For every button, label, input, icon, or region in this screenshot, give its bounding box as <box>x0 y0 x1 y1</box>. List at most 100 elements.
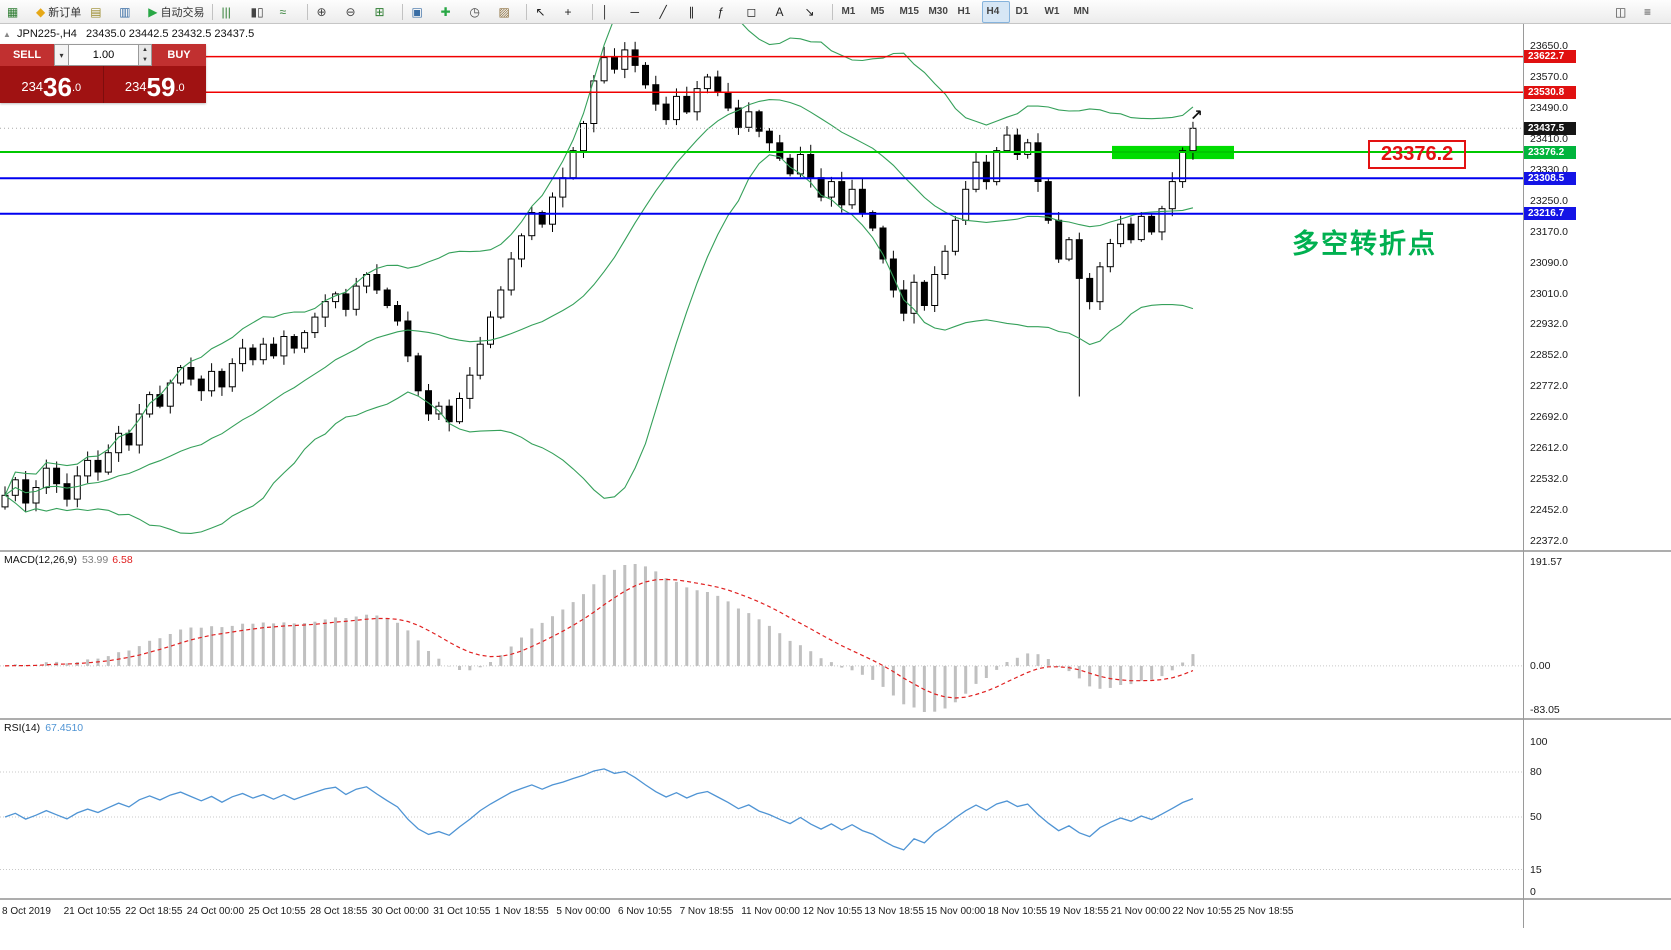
sell-button[interactable]: SELL <box>0 44 54 66</box>
crosshair-tool-icon: + <box>564 4 572 19</box>
buy-button[interactable]: BUY <box>152 44 206 66</box>
market-watch[interactable]: ▥ <box>115 1 143 23</box>
tf-h4[interactable]: H4 <box>982 0 1011 23</box>
price-axis[interactable]: 23650.0 23570.0 23490.0 23410.0 23330.0 23250… <box>1524 24 1671 928</box>
macd-axis-label: 0.00 <box>1530 659 1551 672</box>
rsi-axis-label: 80 <box>1530 766 1542 778</box>
price-axis-label: 23650.0 <box>1530 40 1568 52</box>
price-annotation-box[interactable]: 23376.2 <box>1368 140 1467 169</box>
panel-separator[interactable] <box>0 550 1671 552</box>
tile-windows[interactable]: ⊞ <box>370 1 398 23</box>
new-chart[interactable]: ▦ <box>3 1 31 23</box>
chart-profiles[interactable]: ▤ <box>86 1 114 23</box>
vertical-line-tool[interactable]: │ <box>597 1 625 23</box>
indicators-list[interactable]: ✚ <box>436 1 464 23</box>
channel-tool[interactable]: ∥ <box>684 1 712 23</box>
date-axis[interactable]: 8 Oct 2019 21 Oct 10:55 22 Oct 18:55 24 Oct… <box>0 900 1523 928</box>
tf-h1-label: H1 <box>957 6 971 17</box>
toolbar-options-icon: ≡ <box>1644 4 1652 19</box>
crosshair-tool[interactable]: + <box>560 1 588 23</box>
trendline-tool[interactable]: ╱ <box>655 1 683 23</box>
symbol-name: JPN225-,H4 <box>16 28 77 40</box>
order-options-dropdown[interactable]: ▾ <box>54 44 69 66</box>
indicators-list-icon: ✚ <box>440 4 451 19</box>
docking-toggle[interactable]: ◫ <box>1611 1 1639 23</box>
horizontal-line-tool[interactable]: ─ <box>626 1 654 23</box>
price-marker-23437.5: 23437.5 <box>1524 121 1576 135</box>
rsi-axis-label: 100 <box>1530 736 1548 748</box>
date-axis-label: 25 Oct 10:55 <box>248 906 306 917</box>
spin-down-icon[interactable]: ▼ <box>142 57 148 63</box>
tf-w1[interactable]: W1 <box>1040 1 1068 23</box>
cascade-windows[interactable]: ▣ <box>407 1 435 23</box>
tile-windows-icon: ⊞ <box>374 4 385 19</box>
bars-mode[interactable]: ||| <box>217 1 245 23</box>
price-axis-label: 23010.0 <box>1530 287 1568 300</box>
price-axis-label: 22532.0 <box>1530 473 1568 486</box>
price-axis-label: 23090.0 <box>1530 256 1568 269</box>
rsi-axis-label: 50 <box>1530 811 1542 823</box>
tf-m30[interactable]: M30 <box>924 1 952 23</box>
line-mode-icon: ≈ <box>279 4 287 19</box>
volume-input[interactable]: 1.00 <box>69 44 139 66</box>
templates[interactable]: ▨ <box>494 1 522 23</box>
periods-list[interactable]: ◷ <box>465 1 493 23</box>
panel-separator[interactable] <box>0 718 1671 720</box>
toolbar: ▦ ◆ 新订单 ▤ ▥ ▶ 自动交易 ||| ▮▯ ≈ ⊕ ⊖ ⊞ ▣ ✚ ◷ ▨ ↖ + │ ─ ╱ ∥ ƒ ◻ A ↘ M1 M5 M… <box>0 0 1671 24</box>
bollinger-bands-layer <box>4 0 1194 534</box>
tf-m1[interactable]: M1 <box>837 1 865 23</box>
arrows-tool-icon: ↘ <box>804 4 815 19</box>
date-axis-label: 15 Nov 00:00 <box>926 906 986 917</box>
fibonacci-tool[interactable]: ƒ <box>713 1 741 23</box>
new-order-button-label: 新订单 <box>48 6 82 19</box>
date-axis-label: 30 Oct 00:00 <box>371 906 429 917</box>
zoom-out[interactable]: ⊖ <box>341 1 369 23</box>
candles-mode[interactable]: ▮▯ <box>246 1 274 23</box>
macd-axis-label: 191.57 <box>1530 556 1563 568</box>
spin-up-icon[interactable]: ▲ <box>142 47 148 53</box>
tf-mn[interactable]: MN <box>1069 1 1097 23</box>
auto-trading-button-icon: ▶ <box>148 4 158 19</box>
line-mode[interactable]: ≈ <box>275 1 303 23</box>
cursor-tool[interactable]: ↖ <box>531 1 559 23</box>
volume-stepper[interactable]: ▲ ▼ <box>139 44 152 66</box>
tf-d1-label: D1 <box>1015 6 1029 17</box>
price-divider <box>102 66 104 103</box>
auto-trading-button[interactable]: ▶ 自动交易 <box>144 1 208 23</box>
zoom-in[interactable]: ⊕ <box>312 1 340 23</box>
tf-m5[interactable]: M5 <box>866 1 894 23</box>
date-axis-label: 28 Oct 18:55 <box>310 906 368 917</box>
buy-price[interactable]: 234 59.0 <box>124 72 185 102</box>
price-axis-label: 22452.0 <box>1530 504 1568 516</box>
chart-plot-area[interactable] <box>0 0 1523 928</box>
channel-tool-icon: ∥ <box>688 4 695 19</box>
date-axis-label: 11 Nov 00:00 <box>741 906 800 917</box>
tf-d1[interactable]: D1 <box>1011 1 1039 23</box>
date-axis-label: 31 Oct 10:55 <box>433 906 491 917</box>
toolbar-separator <box>307 3 309 20</box>
tf-m15[interactable]: M15 <box>895 1 923 23</box>
shapes-tool[interactable]: ◻ <box>742 1 770 23</box>
price-axis-label: 22932.0 <box>1530 318 1568 331</box>
date-axis-label: 13 Nov 18:55 <box>864 906 924 917</box>
text-tool[interactable]: A <box>771 1 799 23</box>
date-axis-label: 21 Oct 10:55 <box>63 906 121 917</box>
toolbar-options[interactable]: ≡ <box>1640 1 1668 23</box>
toolbar-separator <box>592 3 594 20</box>
sell-price[interactable]: 234 36.0 <box>21 72 82 102</box>
axis-divider <box>1523 24 1524 928</box>
date-axis-label: 8 Oct 2019 <box>2 906 51 917</box>
date-axis-label: 22 Oct 18:55 <box>125 906 183 917</box>
tf-h1[interactable]: H1 <box>953 1 981 23</box>
collapse-widget-icon[interactable]: ▲ <box>3 30 11 39</box>
new-order-button-icon: ◆ <box>36 4 46 19</box>
one-click-trading-widget[interactable]: SELL ▾ 1.00 ▲ ▼ BUY 234 36.0 234 59.0 <box>0 44 206 103</box>
date-axis-label: 25 Nov 18:55 <box>1234 906 1294 917</box>
symbol-title: ▲ JPN225-,H4 23435.0 23442.5 23432.5 234… <box>3 28 254 40</box>
arrows-tool[interactable]: ↘ <box>800 1 828 23</box>
new-order-button[interactable]: ◆ 新订单 <box>32 1 85 23</box>
macd-indicator-label: MACD(12,26,9) 53.99 6.58 <box>4 554 133 566</box>
zoom-in-icon: ⊕ <box>316 4 327 19</box>
chart-profiles-icon: ▤ <box>90 4 102 19</box>
templates-icon: ▨ <box>498 4 510 19</box>
